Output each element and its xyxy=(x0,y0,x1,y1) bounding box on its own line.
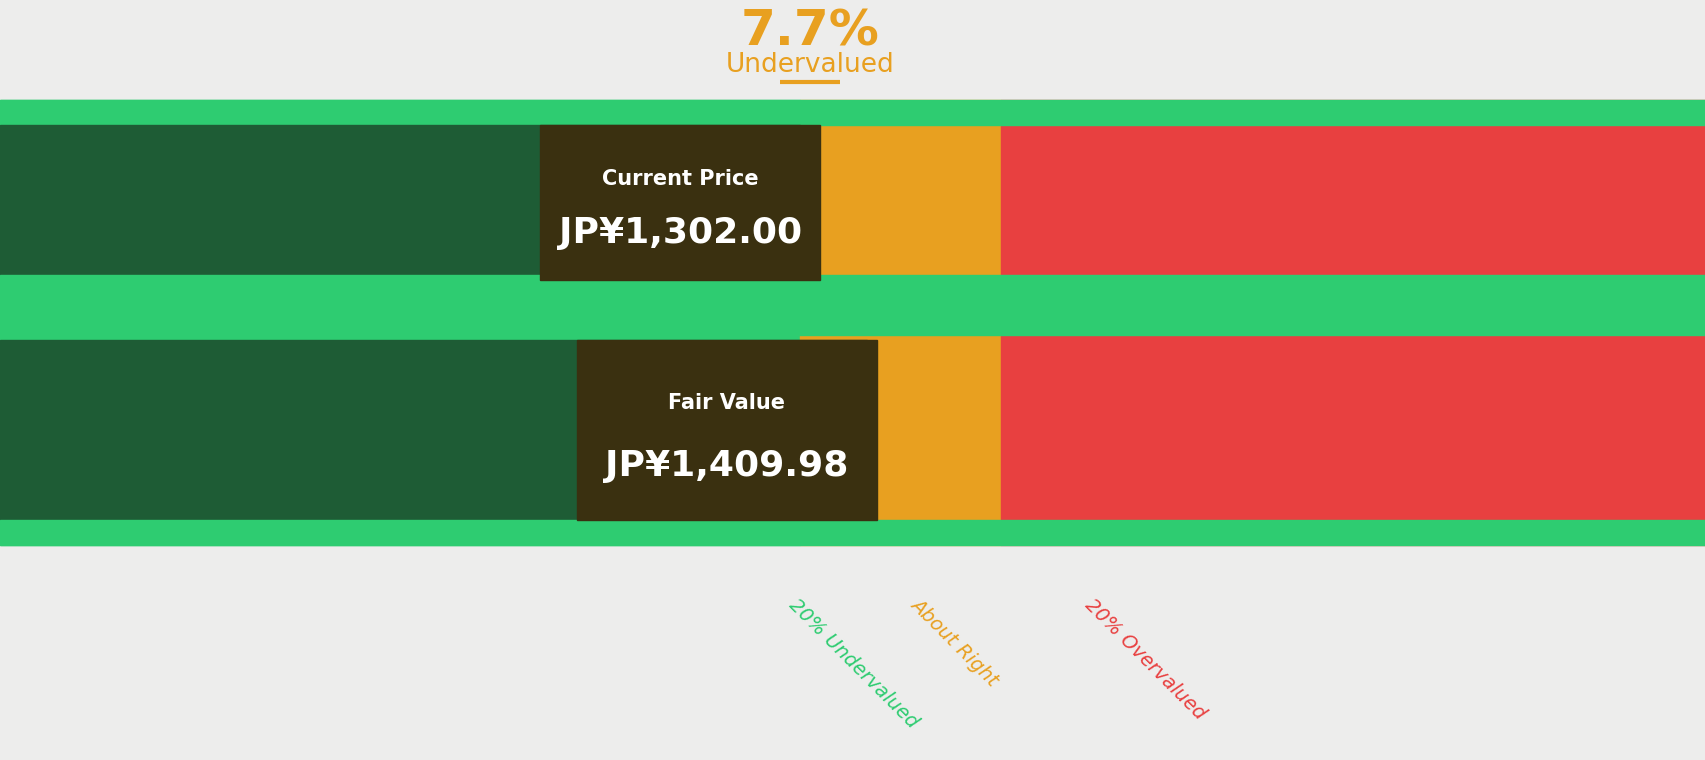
Bar xyxy=(1001,100,1705,545)
Text: 20% Undervalued: 20% Undervalued xyxy=(784,595,921,732)
Text: Undervalued: Undervalued xyxy=(725,52,893,78)
Bar xyxy=(0,125,800,280)
Text: Current Price: Current Price xyxy=(602,169,759,189)
Bar xyxy=(0,275,1705,335)
Bar xyxy=(0,520,1705,545)
Text: 20% Overvalued: 20% Overvalued xyxy=(1081,595,1209,723)
Bar xyxy=(0,340,866,520)
Bar xyxy=(0,100,1705,125)
Text: About Right: About Right xyxy=(905,595,1001,690)
Bar xyxy=(0,100,800,545)
Text: JP¥1,302.00: JP¥1,302.00 xyxy=(558,217,801,251)
Text: 7.7%: 7.7% xyxy=(740,8,880,56)
Text: Fair Value: Fair Value xyxy=(668,393,784,413)
Text: JP¥1,409.98: JP¥1,409.98 xyxy=(605,449,847,483)
Bar xyxy=(540,125,820,280)
Bar xyxy=(576,340,876,520)
Bar xyxy=(800,100,1001,545)
